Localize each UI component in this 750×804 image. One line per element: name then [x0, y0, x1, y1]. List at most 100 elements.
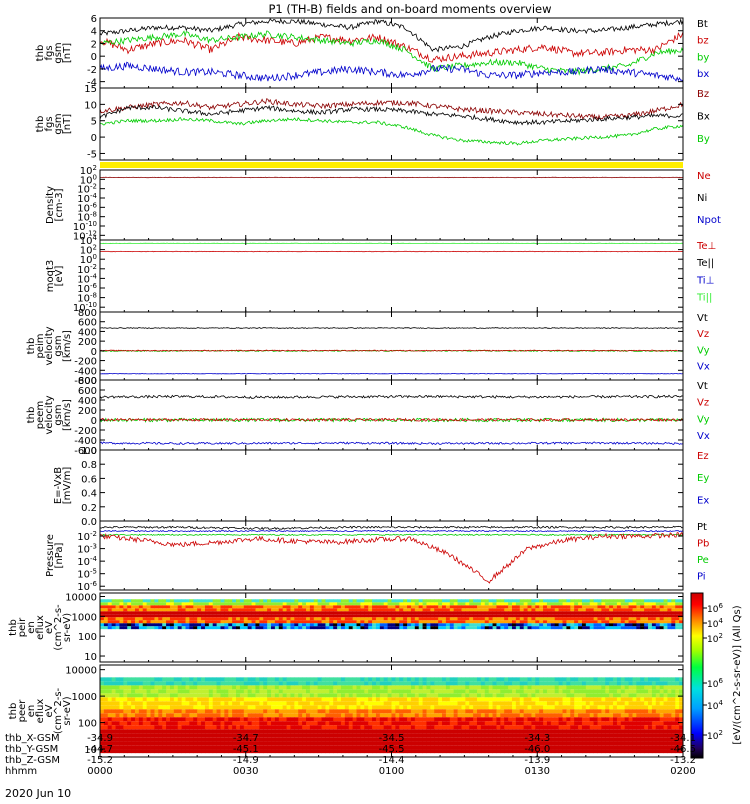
spectrogram-cell [563, 729, 567, 733]
spectrogram-cell [411, 713, 415, 717]
spectrogram-cell [640, 717, 644, 721]
spectrogram-cell [100, 599, 104, 602]
spectrogram-cell [147, 725, 151, 729]
spectrogram-cell [131, 617, 135, 620]
spectrogram-cell [267, 608, 271, 611]
spectrogram-cell [337, 697, 341, 701]
spectrogram-cell [399, 705, 403, 709]
spectrogram-cell [563, 705, 567, 709]
spectrogram-cell [644, 749, 648, 753]
spectrogram-cell [197, 721, 201, 725]
spectrogram-cell [586, 717, 590, 721]
spectrogram-cell [186, 611, 190, 614]
spectrogram-cell [279, 737, 283, 741]
spectrogram-cell [461, 681, 465, 685]
spectrogram-cell [357, 617, 361, 620]
spectrogram-cell [123, 713, 127, 717]
spectrogram-cell [170, 717, 174, 721]
spectrogram-cell [516, 745, 520, 749]
spectrogram-cell [392, 697, 396, 701]
spectrogram-cell [345, 605, 349, 608]
spectrogram-cell [434, 599, 438, 602]
spectrogram-cell [597, 626, 601, 629]
spectrogram-cell [415, 681, 419, 685]
spectrogram-cell [473, 614, 477, 617]
spectrogram-cell [236, 620, 240, 623]
spectrogram-cell [112, 623, 116, 626]
spectrogram-cell [279, 611, 283, 614]
spectrogram-cell [193, 749, 197, 753]
spectrogram-cell [252, 721, 256, 725]
spectrogram-cell [119, 623, 123, 626]
spectrogram-cell [563, 677, 567, 681]
spectrogram-cell [154, 605, 158, 608]
spectrogram-cell [489, 626, 493, 629]
spectrogram-cell [660, 620, 664, 623]
spectrogram-cell [143, 713, 147, 717]
spectrogram-cell [201, 709, 205, 713]
spectrogram-cell [629, 705, 633, 709]
spectrogram-cell [551, 749, 555, 753]
spectrogram-cell [360, 701, 364, 705]
spectrogram-cell [376, 697, 380, 701]
spectrogram-cell [384, 689, 388, 693]
spectrogram-cell [372, 721, 376, 725]
spectrogram-cell [360, 733, 364, 737]
spectrogram-cell [162, 689, 166, 693]
spectrogram-cell [477, 717, 481, 721]
spectrogram-cell [512, 614, 516, 617]
spectrogram-cell [621, 709, 625, 713]
spectrogram-cell [477, 602, 481, 605]
spectrogram-cell [500, 709, 504, 713]
spectrogram-cell [671, 620, 675, 623]
spectrogram-cell [302, 605, 306, 608]
spectrogram-cell [500, 721, 504, 725]
y-tick-label: 0.8 [81, 460, 97, 471]
spectrogram-cell [430, 626, 434, 629]
spectrogram-cell [170, 623, 174, 626]
spectrogram-cell [166, 693, 170, 697]
spectrogram-cell [671, 697, 675, 701]
spectrogram-cell [617, 614, 621, 617]
spectrogram-cell [259, 725, 263, 729]
spectrogram-cell [372, 693, 376, 697]
spectrogram-cell [524, 623, 528, 626]
spectrogram-cell [520, 611, 524, 614]
spectrogram-cell [543, 713, 547, 717]
spectrogram-cell [294, 705, 298, 709]
spectrogram-cell [555, 701, 559, 705]
spectrogram-cell [508, 717, 512, 721]
spectrogram-cell [287, 605, 291, 608]
spectrogram-cell [306, 614, 310, 617]
spectrogram-cell [310, 725, 314, 729]
spectrogram-cell [131, 608, 135, 611]
spectrogram-cell [566, 685, 570, 689]
spectrogram-cell [395, 599, 399, 602]
spectrogram-cell [310, 689, 314, 693]
spectrogram-cell [275, 611, 279, 614]
spectrogram-cell [485, 705, 489, 709]
spectrogram-cell [675, 685, 679, 689]
spectrogram-cell [671, 611, 675, 614]
spectrogram-cell [539, 626, 543, 629]
spectrogram-cell [127, 705, 131, 709]
spectrogram-cell [578, 741, 582, 745]
spectrogram-cell [461, 693, 465, 697]
spectrogram-cell [151, 701, 155, 705]
spectrogram-cell [197, 717, 201, 721]
spectrogram-cell [667, 617, 671, 620]
spectrogram-cell [578, 614, 582, 617]
spectrogram-cell [380, 693, 384, 697]
spectrogram-cell [252, 623, 256, 626]
spectrogram-cell [570, 709, 574, 713]
spectrogram-cell [174, 737, 178, 741]
spectrogram-cell [648, 717, 652, 721]
spectrogram-cell [228, 611, 232, 614]
spectrogram-cell [147, 741, 151, 745]
spectrogram-cell [423, 608, 427, 611]
spectrogram-cell [426, 713, 430, 717]
spectrogram-cell [450, 705, 454, 709]
spectrogram-cell [108, 617, 112, 620]
spectrogram-cell [345, 685, 349, 689]
